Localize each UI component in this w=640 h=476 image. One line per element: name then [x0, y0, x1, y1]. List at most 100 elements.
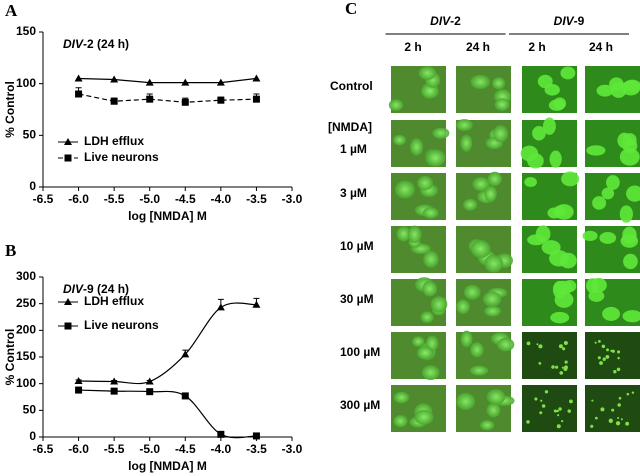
x-tick-label: -6.0: [68, 442, 89, 456]
row-label: 10 µM: [340, 239, 374, 253]
marker: [110, 97, 118, 105]
group-title: DIV-2: [430, 14, 461, 28]
row-label: 300 µM: [340, 398, 380, 412]
speck: [538, 361, 542, 365]
cell: [460, 330, 473, 348]
cell: [482, 291, 502, 307]
speck: [616, 367, 621, 372]
cell: [484, 185, 497, 202]
marker: [181, 78, 190, 86]
micrograph: [585, 66, 640, 113]
y-tick-label: 100: [16, 376, 36, 390]
speck: [610, 349, 613, 353]
marker: [146, 388, 154, 396]
cell: [456, 392, 476, 410]
nmda-label: [NMDA]: [328, 120, 372, 134]
cell: [470, 240, 491, 258]
micrograph: [456, 66, 512, 113]
cell: [394, 180, 415, 199]
cell: [494, 98, 510, 111]
micrograph: [585, 173, 640, 223]
speck: [617, 356, 620, 360]
marker: [110, 387, 118, 395]
micrograph-bg: [585, 332, 640, 379]
x-tick-label: -6.5: [33, 192, 54, 206]
speck: [590, 424, 594, 428]
speck: [563, 341, 568, 346]
marker: [181, 350, 190, 358]
cell: [541, 240, 561, 255]
cell: [393, 391, 410, 404]
x-tick-label: -5.0: [139, 442, 160, 456]
legend-label: LDH efflux: [84, 134, 144, 148]
speck: [615, 421, 621, 426]
group-italic: DIV: [554, 14, 575, 28]
cell: [479, 420, 495, 431]
speck: [611, 408, 615, 412]
speck: [617, 403, 621, 407]
cell: [493, 125, 509, 143]
cell: [416, 346, 434, 360]
y-tick-label: 250: [16, 296, 36, 310]
cell: [524, 176, 537, 188]
cell: [417, 175, 434, 191]
panel-label: A: [5, 1, 18, 20]
speck: [606, 348, 609, 352]
cell: [492, 77, 506, 90]
x-tick-label: -5.0: [139, 192, 160, 206]
cell: [423, 250, 439, 268]
marker: [216, 303, 225, 311]
micrograph: [388, 66, 446, 113]
micrograph: [391, 120, 450, 167]
series-line: [78, 93, 257, 103]
cell: [542, 117, 556, 135]
micrograph: [522, 66, 577, 113]
cell: [619, 205, 633, 223]
marker: [145, 377, 154, 385]
micrograph: [391, 385, 446, 432]
cell: [484, 254, 504, 273]
cell: [626, 185, 640, 202]
cell: [547, 207, 561, 219]
cell: [623, 253, 638, 270]
micrograph: [456, 279, 511, 326]
marker: [252, 95, 260, 103]
speck: [564, 360, 568, 364]
speck: [553, 409, 557, 413]
micrograph: [585, 120, 640, 167]
y-tick-label: 150: [16, 349, 36, 363]
group-text: -2: [450, 14, 461, 28]
cell: [472, 177, 490, 192]
cell: [596, 84, 614, 97]
cell: [463, 284, 481, 300]
x-tick-label: -6.5: [33, 442, 54, 456]
marker: [181, 392, 189, 400]
y-tick-label: 150: [16, 24, 36, 38]
cell: [559, 252, 577, 269]
cell: [388, 99, 404, 111]
speck: [556, 424, 561, 429]
micrograph: [391, 173, 446, 220]
speck: [625, 421, 630, 426]
speck: [599, 361, 603, 365]
cell: [422, 207, 439, 219]
cell: [426, 149, 446, 167]
micrograph-bg: [585, 385, 640, 432]
cell: [592, 196, 607, 210]
micrograph: [582, 226, 640, 273]
row-label: 30 µM: [340, 292, 374, 306]
speck: [617, 416, 620, 419]
time-label: 24 h: [589, 40, 613, 54]
cell: [484, 305, 502, 317]
cell: [432, 127, 450, 139]
cell: [470, 342, 484, 358]
cell: [586, 278, 599, 294]
speck: [626, 392, 630, 396]
annotation-italic: DIV: [63, 282, 84, 296]
cell: [407, 225, 422, 244]
legend-marker: [64, 298, 72, 305]
x-tick-label: -5.5: [104, 442, 125, 456]
speck: [541, 404, 546, 408]
x-axis-label: log [NMDA] M: [128, 209, 207, 223]
